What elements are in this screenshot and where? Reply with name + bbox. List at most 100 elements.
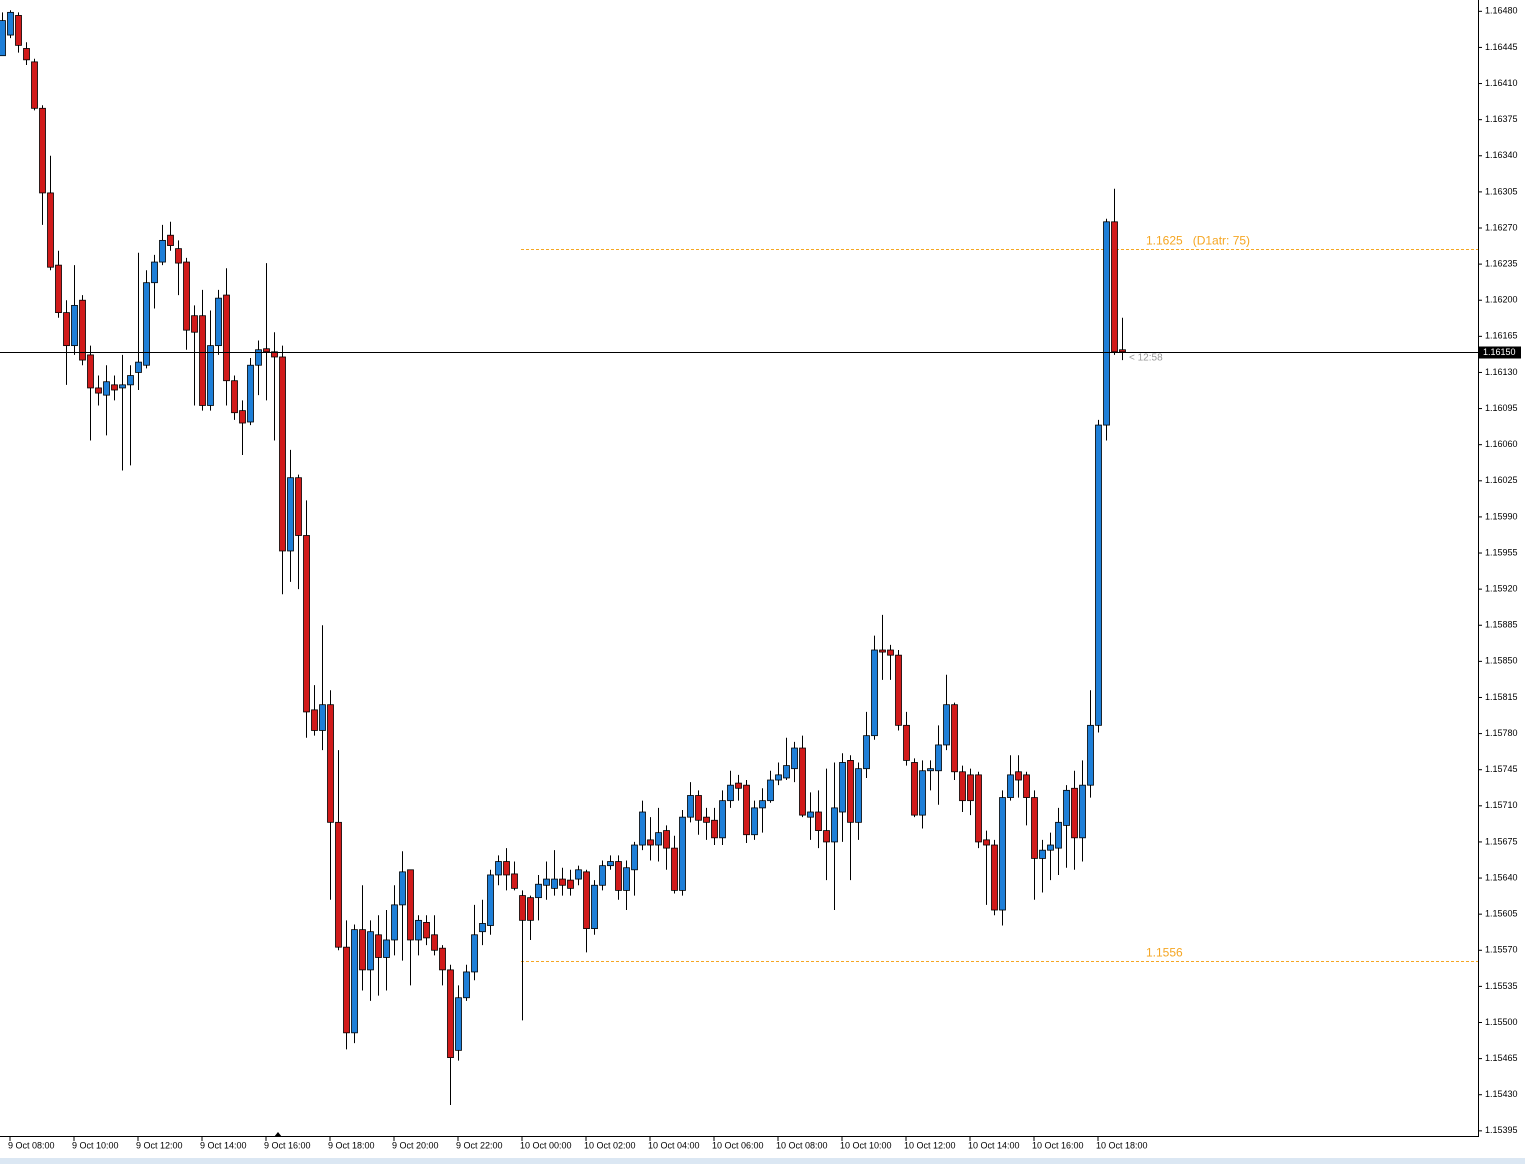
y-tick-label: 1.15780	[1485, 728, 1518, 738]
candle-body	[887, 649, 894, 656]
candle-body	[599, 865, 606, 886]
candle-body	[1007, 774, 1014, 798]
candle-body	[735, 782, 742, 789]
candle-body	[791, 747, 798, 770]
candle-body	[503, 861, 510, 876]
candle-body	[479, 923, 486, 933]
candle-body	[575, 869, 582, 880]
y-tick-label: 1.15430	[1485, 1089, 1518, 1099]
y-tick-label: 1.16270	[1485, 222, 1518, 232]
candle-body	[911, 762, 918, 816]
candle-body	[231, 380, 238, 414]
y-tick-label: 1.16060	[1485, 439, 1518, 449]
y-tick-label: 1.16305	[1485, 186, 1518, 196]
x-tick-label: 10 Oct 08:00	[776, 1140, 828, 1150]
candle-body	[55, 264, 62, 314]
candle-body	[711, 819, 718, 839]
candle-body	[1031, 797, 1038, 859]
candle-body	[751, 807, 758, 836]
y-tick-label: 1.15605	[1485, 909, 1518, 919]
candle-body	[279, 356, 286, 552]
candle-body	[895, 654, 902, 726]
candle-body	[271, 351, 278, 358]
candle-body	[0, 20, 6, 57]
candle-body	[591, 884, 598, 930]
candle-body	[15, 15, 22, 46]
y-tick-label: 1.15570	[1485, 945, 1518, 955]
candle-body	[87, 354, 94, 389]
candle-body	[879, 649, 886, 653]
candle-body	[511, 873, 518, 889]
candle-body	[1063, 789, 1070, 826]
candle-body	[223, 294, 230, 382]
y-tick-label: 1.16200	[1485, 295, 1518, 305]
candle-body	[439, 947, 446, 971]
x-tick-label: 10 Oct 06:00	[712, 1140, 764, 1150]
x-tick-label: 9 Oct 08:00	[8, 1140, 55, 1150]
y-tick-label: 1.16130	[1485, 367, 1518, 377]
y-tick-label: 1.16095	[1485, 403, 1518, 413]
candle-body	[495, 861, 502, 876]
y-tick-label: 1.16340	[1485, 150, 1518, 160]
candle-body	[1119, 349, 1126, 353]
y-tick-label: 1.16445	[1485, 42, 1518, 52]
x-tick-label: 9 Oct 22:00	[456, 1140, 503, 1150]
y-tick-label: 1.16410	[1485, 78, 1518, 88]
shift-marker	[274, 1132, 282, 1137]
candle-body	[319, 704, 326, 731]
y-tick-label: 1.15640	[1485, 872, 1518, 882]
y-tick-label: 1.15885	[1485, 620, 1518, 630]
candle-body	[551, 878, 558, 889]
plot-area: 1.16480 1.16445 1.16410 1.16375 1.16340 1.163…	[0, 6, 1521, 1150]
candle-body	[447, 969, 454, 1058]
candle-body	[175, 248, 182, 264]
y-tick-label: 1.15815	[1485, 692, 1518, 702]
candle-body	[335, 821, 342, 948]
candle-body	[1079, 784, 1086, 839]
y-tick-label: 1.16235	[1485, 258, 1518, 268]
candle-body	[1015, 771, 1022, 781]
candle-body	[255, 349, 262, 366]
candle-body	[199, 315, 206, 406]
candle-body	[207, 345, 214, 406]
candle-body	[303, 535, 310, 713]
y-tick-label: 1.15955	[1485, 547, 1518, 557]
candle-body	[343, 946, 350, 1034]
candle-body	[1023, 774, 1030, 798]
candle-body	[679, 816, 686, 891]
candle-body	[703, 816, 710, 823]
candle-body	[471, 934, 478, 973]
candle-body	[327, 704, 334, 823]
candle-body	[871, 649, 878, 737]
y-tick-label: 1.15990	[1485, 511, 1518, 521]
candle-body	[31, 61, 38, 109]
level-label: 1.1556	[1146, 946, 1183, 960]
x-tick-label: 9 Oct 14:00	[200, 1140, 247, 1150]
x-tick-label: 10 Oct 02:00	[584, 1140, 636, 1150]
candle-body	[295, 477, 302, 536]
candle-body	[119, 384, 126, 389]
candle-body	[463, 971, 470, 999]
candle-body	[839, 762, 846, 813]
x-tick-label: 9 Oct 18:00	[328, 1140, 375, 1150]
candle-body	[407, 869, 414, 941]
candle-body	[655, 832, 662, 846]
candle-body	[159, 239, 166, 263]
candle-body	[95, 387, 102, 394]
candle-body	[775, 774, 782, 781]
candle-body	[799, 747, 806, 816]
y-tick-label: 1.15535	[1485, 981, 1518, 991]
candle-body	[815, 811, 822, 831]
candle-body	[543, 878, 550, 886]
candle-body	[975, 774, 982, 843]
candle-body	[1095, 424, 1102, 726]
candle-body	[7, 11, 14, 36]
current-price-label: 1.16150	[1483, 347, 1516, 357]
y-tick-label: 1.15745	[1485, 764, 1518, 774]
candle-body	[487, 874, 494, 926]
candle-body	[519, 895, 526, 921]
candle-body	[631, 844, 638, 871]
candle-body	[71, 304, 78, 347]
